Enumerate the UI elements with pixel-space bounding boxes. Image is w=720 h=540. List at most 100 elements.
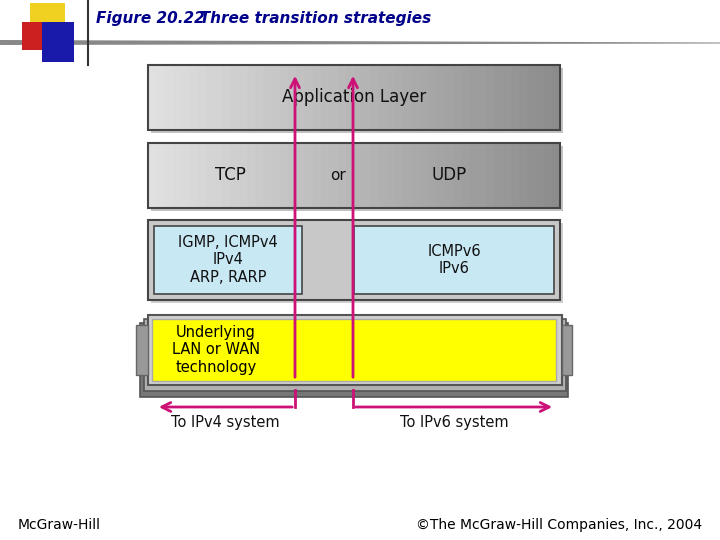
Bar xyxy=(148,65,560,130)
Bar xyxy=(136,325,148,375)
Bar xyxy=(305,65,313,130)
Text: UDP: UDP xyxy=(431,166,467,185)
Bar xyxy=(453,143,462,208)
Bar xyxy=(312,143,322,208)
Bar xyxy=(544,65,552,130)
Bar xyxy=(280,65,289,130)
Bar xyxy=(297,143,305,208)
Bar xyxy=(395,65,404,130)
Bar xyxy=(206,143,215,208)
Text: Underlying
LAN or WAN
technology: Underlying LAN or WAN technology xyxy=(172,325,260,375)
Bar xyxy=(222,65,231,130)
Bar xyxy=(486,65,495,130)
Bar xyxy=(156,65,165,130)
Bar xyxy=(321,65,330,130)
Bar xyxy=(519,65,528,130)
Bar xyxy=(238,143,248,208)
Bar xyxy=(387,65,396,130)
Bar xyxy=(354,65,363,130)
Bar xyxy=(305,143,313,208)
Bar xyxy=(436,65,445,130)
Bar xyxy=(562,325,572,375)
Bar xyxy=(552,143,560,208)
Bar xyxy=(338,143,346,208)
Bar xyxy=(151,146,563,211)
Bar xyxy=(412,65,420,130)
Bar xyxy=(362,143,371,208)
Bar xyxy=(255,65,264,130)
Bar xyxy=(144,319,566,391)
Bar xyxy=(247,65,256,130)
Bar xyxy=(428,143,437,208)
Bar xyxy=(436,143,445,208)
Bar xyxy=(312,65,322,130)
Bar xyxy=(222,143,231,208)
Text: IGMP, ICMPv4
IPv4
ARP, RARP: IGMP, ICMPv4 IPv4 ARP, RARP xyxy=(178,235,278,285)
Bar xyxy=(503,65,511,130)
Bar xyxy=(206,65,215,130)
Bar xyxy=(230,65,239,130)
Bar xyxy=(354,143,363,208)
Bar xyxy=(445,143,454,208)
Bar xyxy=(280,143,289,208)
Bar xyxy=(510,143,519,208)
Bar xyxy=(148,65,157,130)
Bar xyxy=(297,65,305,130)
Bar xyxy=(173,143,181,208)
Bar xyxy=(181,143,189,208)
Bar xyxy=(420,143,428,208)
Text: Three transition strategies: Three transition strategies xyxy=(184,10,431,25)
Bar xyxy=(164,143,174,208)
Bar xyxy=(154,226,302,294)
Bar xyxy=(552,65,560,130)
Bar xyxy=(255,143,264,208)
Bar xyxy=(329,65,338,130)
Bar xyxy=(477,65,486,130)
Bar xyxy=(503,143,511,208)
Bar xyxy=(362,65,371,130)
Bar xyxy=(148,220,560,300)
Bar xyxy=(329,143,338,208)
Bar xyxy=(486,143,495,208)
Bar xyxy=(151,223,563,303)
Text: or: or xyxy=(330,168,346,183)
Bar xyxy=(189,65,198,130)
Bar xyxy=(354,226,554,294)
Bar xyxy=(152,319,556,381)
Bar xyxy=(151,68,563,133)
Text: To IPv4 system: To IPv4 system xyxy=(171,415,279,430)
Bar xyxy=(321,143,330,208)
Bar xyxy=(477,143,486,208)
Text: ©The McGraw-Hill Companies, Inc., 2004: ©The McGraw-Hill Companies, Inc., 2004 xyxy=(416,518,702,532)
Bar xyxy=(461,143,470,208)
Bar xyxy=(453,65,462,130)
Bar xyxy=(164,65,174,130)
Bar xyxy=(519,143,528,208)
Bar xyxy=(395,143,404,208)
Text: ICMPv6
IPv6: ICMPv6 IPv6 xyxy=(427,244,481,276)
Bar xyxy=(445,65,454,130)
Bar xyxy=(288,143,297,208)
Bar xyxy=(230,143,239,208)
Bar xyxy=(527,65,536,130)
Bar xyxy=(238,65,248,130)
Bar xyxy=(544,143,552,208)
Bar xyxy=(510,65,519,130)
Bar xyxy=(214,143,222,208)
Bar xyxy=(527,143,536,208)
Bar xyxy=(535,65,544,130)
Bar xyxy=(338,65,346,130)
Bar xyxy=(189,143,198,208)
Bar xyxy=(535,143,544,208)
Bar xyxy=(197,65,206,130)
Bar xyxy=(148,315,562,385)
Bar xyxy=(371,143,379,208)
Bar xyxy=(494,65,503,130)
Bar xyxy=(148,143,560,208)
Bar xyxy=(156,143,165,208)
Polygon shape xyxy=(0,40,720,45)
Bar xyxy=(288,65,297,130)
Bar xyxy=(271,143,280,208)
Text: Figure 20.22: Figure 20.22 xyxy=(96,10,204,25)
Bar xyxy=(346,143,354,208)
